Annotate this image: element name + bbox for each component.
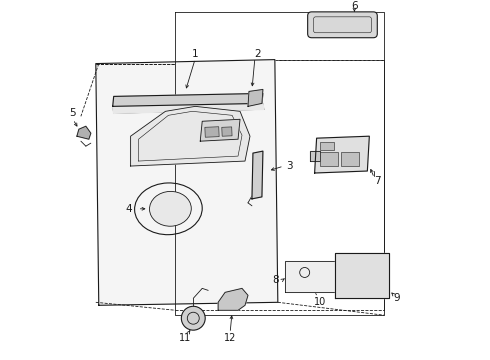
Text: 11: 11 — [179, 333, 192, 343]
Bar — [205, 127, 219, 137]
Text: 9: 9 — [394, 293, 400, 303]
Bar — [319, 142, 334, 150]
Bar — [319, 152, 338, 166]
Text: 3: 3 — [287, 161, 293, 171]
Circle shape — [181, 306, 205, 330]
Text: 8: 8 — [272, 275, 279, 285]
Polygon shape — [77, 126, 91, 139]
Text: 1: 1 — [192, 49, 198, 59]
Polygon shape — [335, 253, 389, 298]
Polygon shape — [131, 106, 250, 166]
Polygon shape — [285, 261, 369, 292]
Text: 6: 6 — [351, 1, 358, 11]
Polygon shape — [310, 151, 319, 161]
Text: 10: 10 — [314, 297, 326, 307]
Bar — [222, 127, 232, 136]
Bar — [342, 152, 359, 166]
Text: 7: 7 — [374, 176, 381, 186]
FancyBboxPatch shape — [308, 12, 377, 38]
Text: 5: 5 — [70, 108, 76, 118]
Polygon shape — [252, 151, 263, 199]
Text: 2: 2 — [255, 49, 261, 59]
Text: 12: 12 — [224, 333, 236, 343]
Polygon shape — [218, 288, 248, 310]
Polygon shape — [113, 103, 264, 113]
Polygon shape — [315, 136, 369, 173]
Polygon shape — [96, 60, 278, 305]
Polygon shape — [200, 119, 240, 141]
Text: 4: 4 — [125, 204, 132, 214]
Polygon shape — [113, 94, 263, 106]
Ellipse shape — [149, 192, 191, 226]
Polygon shape — [248, 89, 263, 106]
